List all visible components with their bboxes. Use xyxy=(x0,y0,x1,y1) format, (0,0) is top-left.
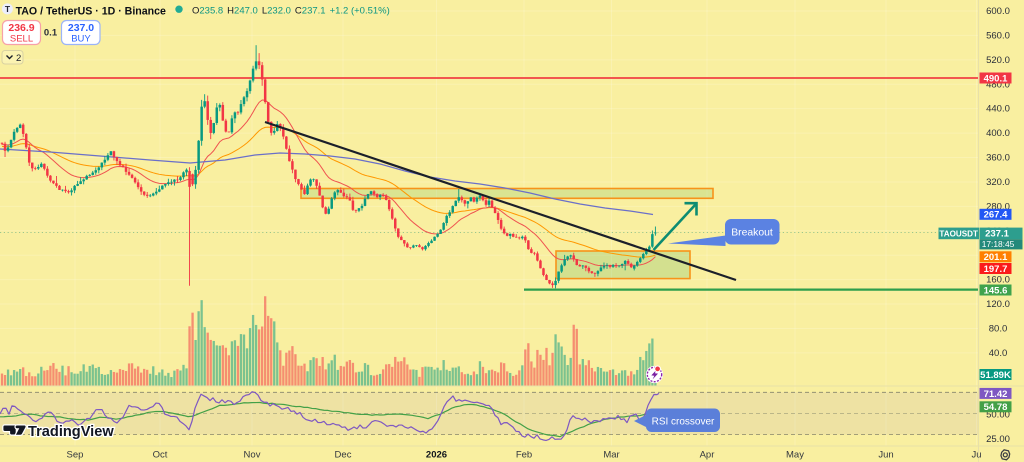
svg-text:Breakout: Breakout xyxy=(731,228,773,239)
svg-text:480.0: 480.0 xyxy=(986,79,1010,90)
svg-text:201.1: 201.1 xyxy=(984,252,1008,263)
svg-text:80.0: 80.0 xyxy=(989,323,1008,334)
svg-text:TAO / TetherUS · 1D · Binance: TAO / TetherUS · 1D · Binance xyxy=(16,5,166,17)
svg-text:50.00: 50.00 xyxy=(986,410,1010,421)
svg-text:2026: 2026 xyxy=(426,450,447,461)
svg-text:51.89K: 51.89K xyxy=(980,370,1011,381)
svg-text:237.0: 237.0 xyxy=(68,22,94,34)
svg-text:71.42: 71.42 xyxy=(984,389,1008,400)
svg-text:Sep: Sep xyxy=(67,450,84,461)
svg-text:RSI crossover: RSI crossover xyxy=(652,417,715,428)
svg-text:TAOUSDT: TAOUSDT xyxy=(939,229,978,238)
svg-text:360.0: 360.0 xyxy=(986,153,1010,164)
svg-text:560.0: 560.0 xyxy=(986,30,1010,41)
svg-text:197.7: 197.7 xyxy=(984,264,1008,275)
svg-text:400.0: 400.0 xyxy=(986,128,1010,139)
svg-text:280.0: 280.0 xyxy=(986,201,1010,212)
svg-text:TradingView: TradingView xyxy=(28,424,114,440)
svg-text:160.0: 160.0 xyxy=(986,275,1010,286)
svg-text:237.1: 237.1 xyxy=(985,229,1009,240)
svg-text:267.4: 267.4 xyxy=(984,210,1008,221)
svg-text:2: 2 xyxy=(16,53,21,64)
svg-text:145.6: 145.6 xyxy=(984,285,1008,296)
svg-text:May: May xyxy=(786,450,804,461)
svg-text:Jun: Jun xyxy=(878,450,893,461)
svg-text:490.1: 490.1 xyxy=(984,73,1008,84)
svg-text:Apr: Apr xyxy=(700,450,715,461)
svg-text:Oct: Oct xyxy=(153,450,168,461)
svg-text:25.00: 25.00 xyxy=(986,434,1010,445)
svg-text:Mar: Mar xyxy=(603,450,619,461)
svg-text:Feb: Feb xyxy=(516,450,532,461)
svg-text:SELL: SELL xyxy=(10,34,33,45)
svg-text:Dec: Dec xyxy=(335,450,352,461)
svg-text:0.1: 0.1 xyxy=(44,28,58,39)
svg-text:Nov: Nov xyxy=(244,450,261,461)
svg-text:54.78: 54.78 xyxy=(984,402,1008,413)
svg-text:600.0: 600.0 xyxy=(986,6,1010,17)
svg-text:T: T xyxy=(5,4,11,14)
svg-text:40.0: 40.0 xyxy=(989,348,1008,359)
svg-text:120.0: 120.0 xyxy=(986,299,1010,310)
svg-text:320.0: 320.0 xyxy=(986,177,1010,188)
svg-text:Ju: Ju xyxy=(971,450,981,461)
svg-text:520.0: 520.0 xyxy=(986,55,1010,66)
svg-text:440.0: 440.0 xyxy=(986,104,1010,115)
svg-text:17:18:45: 17:18:45 xyxy=(982,239,1015,249)
svg-text:236.9: 236.9 xyxy=(8,22,34,34)
svg-text:BUY: BUY xyxy=(71,34,91,45)
